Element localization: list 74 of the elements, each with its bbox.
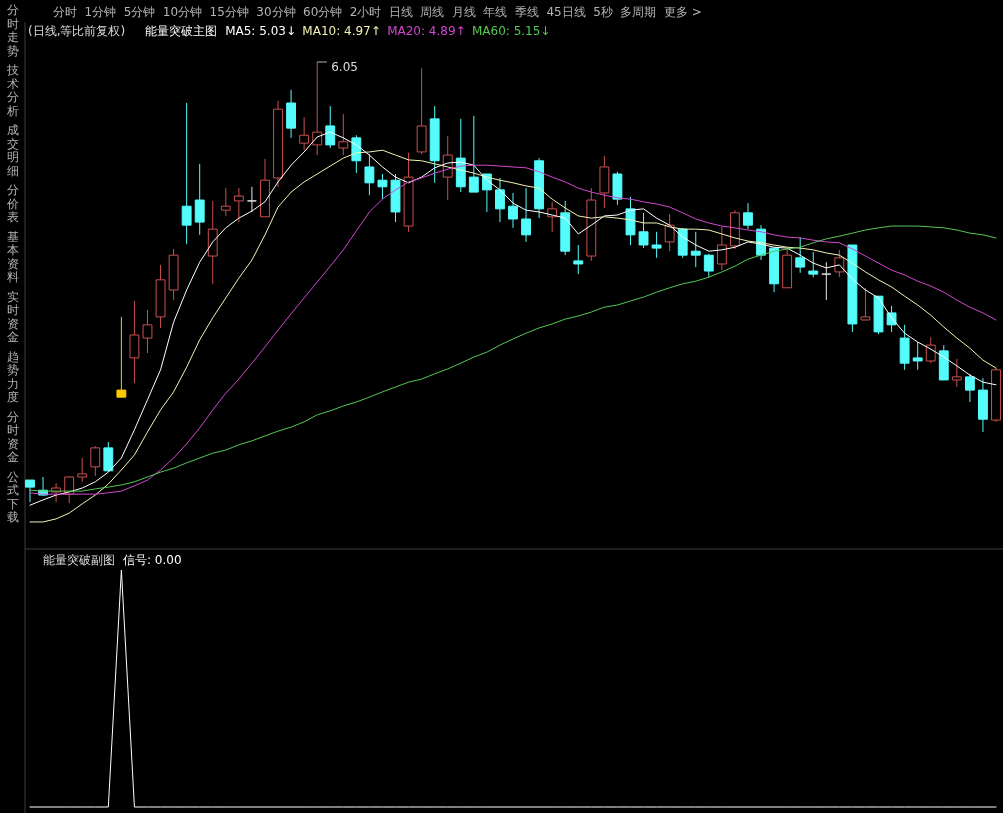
candlestick	[821, 261, 832, 301]
chart-subtitle: 能量突破主图	[145, 24, 218, 38]
candlestick	[194, 163, 205, 236]
text: MA60: 5.15↓	[471, 24, 551, 38]
candlestick	[495, 177, 505, 223]
text: 5分钟	[123, 5, 156, 19]
candlestick	[377, 173, 388, 200]
candlestick	[299, 116, 310, 151]
candlestick	[508, 192, 518, 229]
candlestick	[129, 300, 140, 384]
text: MA5: 5.03↓	[225, 24, 296, 38]
text: 60分钟	[303, 5, 343, 19]
candlestick	[116, 316, 127, 398]
candlestick	[743, 202, 753, 230]
text: 2小时	[349, 5, 382, 19]
candlestick	[703, 253, 714, 278]
candlestick	[103, 441, 114, 473]
candlestick	[951, 358, 962, 388]
candlestick	[573, 244, 584, 275]
text: 15分钟	[209, 5, 249, 19]
text: 日线	[388, 5, 413, 19]
chart-title: (日线,等比前复权)	[28, 24, 126, 38]
candlestick	[925, 336, 936, 364]
candlestick	[468, 115, 479, 193]
text: 趋势力度	[7, 349, 19, 404]
series-label: 信号: 0.00	[123, 553, 182, 567]
candlestick	[638, 212, 649, 249]
candlestick	[142, 309, 153, 354]
chart-title: 能量突破副图	[43, 553, 115, 567]
text: 多周期	[620, 5, 657, 19]
text: 分时	[53, 5, 77, 19]
candlestick	[651, 231, 662, 259]
text: MA10: 4.97↑	[302, 24, 381, 38]
text: 月线	[451, 5, 476, 19]
candlestick	[795, 236, 806, 274]
candlestick	[90, 445, 101, 477]
text: 分时走势	[7, 3, 19, 58]
text: 实时资金	[7, 289, 19, 344]
text: MA20: 4.89↑	[387, 24, 466, 38]
candlestick	[25, 479, 35, 503]
text: 30分钟	[256, 5, 296, 19]
candlestick	[860, 287, 871, 321]
candlestick	[716, 226, 727, 271]
text: 1分钟	[84, 5, 117, 19]
candlestick	[808, 251, 819, 278]
candlestick	[964, 373, 975, 403]
text: 5秒	[593, 5, 613, 19]
candlestick	[912, 341, 923, 371]
text: 基本资料	[7, 229, 19, 284]
candlestick	[181, 102, 192, 245]
text: 季线	[514, 5, 539, 19]
text: 10分钟	[162, 5, 203, 19]
candlestick	[312, 61, 323, 156]
text: 分时资金	[7, 409, 19, 464]
candlestick	[246, 186, 257, 213]
text: 分价表	[6, 183, 19, 224]
text: 45日线	[546, 5, 586, 19]
text: 公式下载	[7, 469, 19, 524]
text: 成交明细	[7, 123, 19, 178]
text: 年线	[483, 5, 508, 19]
annotation: 6.05	[331, 60, 358, 74]
candlestick	[77, 457, 88, 483]
text: 更多 >	[663, 5, 702, 19]
candlestick	[834, 249, 845, 278]
candlestick	[220, 187, 231, 217]
candlestick	[521, 187, 531, 243]
candlestick	[233, 187, 244, 223]
candlestick	[364, 153, 375, 196]
candlestick	[325, 105, 336, 149]
candlestick	[338, 113, 349, 156]
text: 周线	[420, 5, 445, 19]
text: 技术分析	[6, 63, 19, 118]
candlestick	[690, 231, 701, 268]
candlestick	[664, 213, 675, 252]
